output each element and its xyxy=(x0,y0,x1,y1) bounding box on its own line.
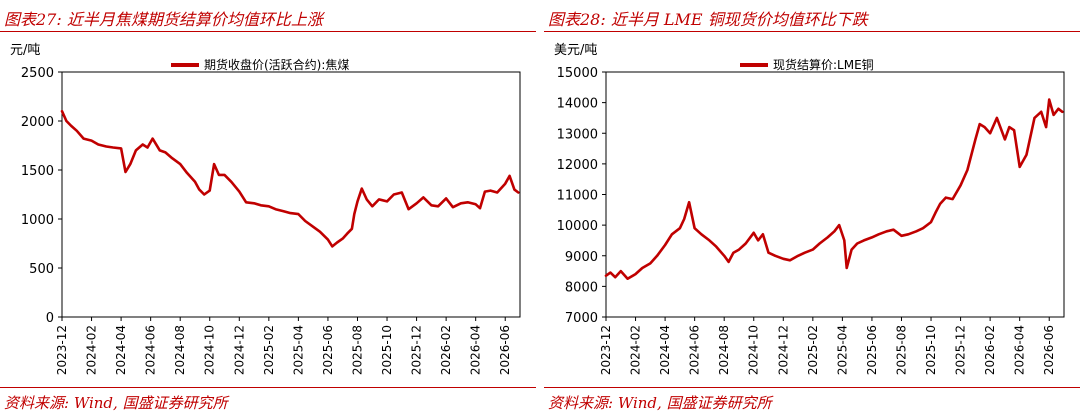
title-divider xyxy=(544,31,1080,32)
x-tick-label: 2025-08 xyxy=(350,325,364,375)
y-tick-label: 14000 xyxy=(557,97,598,112)
x-tick-label: 2025-06 xyxy=(321,325,335,375)
legend-label: 期货收盘价(活跃合约):焦煤 xyxy=(204,57,349,72)
x-tick-label: 2025-02 xyxy=(806,325,820,375)
x-tick-label: 2025-10 xyxy=(924,325,938,375)
source-note: 资料来源: Wind, 国盛证券研究所 xyxy=(4,394,228,412)
legend: 现货结算价:LME铜 xyxy=(740,57,874,72)
x-tick-label: 2024-06 xyxy=(144,325,158,375)
y-unit-label: 元/吨 xyxy=(10,43,40,58)
x-tick-label: 2024-02 xyxy=(85,325,99,375)
legend: 期货收盘价(活跃合约):焦煤 xyxy=(171,57,349,72)
legend-label: 现货结算价:LME铜 xyxy=(773,57,874,72)
source-divider xyxy=(544,387,1080,388)
plot-frame xyxy=(61,71,521,318)
x-tick-label: 2026-02 xyxy=(983,325,997,375)
x-tick-label: 2025-08 xyxy=(894,325,908,375)
y-tick-label: 10000 xyxy=(557,219,598,234)
y-tick-label: 8000 xyxy=(565,280,598,295)
y-tick-label: 500 xyxy=(29,262,54,277)
x-tick-label: 2023-12 xyxy=(55,325,69,375)
x-tick-label: 2024-10 xyxy=(747,325,761,375)
x-tick-label: 2024-04 xyxy=(114,325,128,375)
series-line xyxy=(604,98,1064,280)
x-tick-label: 2024-12 xyxy=(776,325,790,375)
x-tick-label: 2024-12 xyxy=(232,325,246,375)
y-tick-label: 15000 xyxy=(557,66,598,81)
y-tick-label: 13000 xyxy=(557,127,598,142)
y-unit-label: 美元/吨 xyxy=(554,43,597,58)
x-tick-label: 2025-12 xyxy=(954,325,968,375)
x-tick-label: 2024-04 xyxy=(658,325,672,375)
lme-copper-line-chart: 美元/吨 现货结算价:LME铜 7000 8000 9000 10000 11000 12… xyxy=(554,43,1065,375)
x-tick-label: 2026-04 xyxy=(1013,325,1027,375)
series-line xyxy=(60,109,520,248)
x-tick-label: 2024-02 xyxy=(629,325,643,375)
x-tick-label: 2024-08 xyxy=(173,325,187,375)
y-tick-label: 11000 xyxy=(557,189,598,204)
x-tick-label: 2025-04 xyxy=(291,325,305,375)
x-tick-label: 2026-02 xyxy=(439,325,453,375)
x-tick-label: 2024-08 xyxy=(717,325,731,375)
source-divider xyxy=(0,387,536,388)
x-tick-label: 2025-06 xyxy=(865,325,879,375)
x-tick-label: 2025-10 xyxy=(380,325,394,375)
figure-title: 图表27: 近半月焦煤期货结算价均值环比上涨 xyxy=(4,10,323,29)
y-tick-label: 1500 xyxy=(21,164,54,179)
plot-frame xyxy=(605,71,1065,318)
coking-coal-line-chart: 元/吨 期货收盘价(活跃合约):焦煤 0 500 1000 1500 2000 2500 2… xyxy=(10,43,521,375)
x-tick-label: 2024-06 xyxy=(688,325,702,375)
y-tick-label: 2000 xyxy=(21,115,54,130)
y-tick-label: 2500 xyxy=(21,66,54,81)
chart-panel-coking-coal: 图表27: 近半月焦煤期货结算价均值环比上涨 元/吨 期货收盘价(活跃合约):焦… xyxy=(0,0,536,414)
chart-panel-lme-copper: 图表28: 近半月 LME 铜现货价均值环比下跌 美元/吨 现货结算价:LME铜… xyxy=(544,0,1080,414)
figure-title: 图表28: 近半月 LME 铜现货价均值环比下跌 xyxy=(548,10,868,29)
x-tick-label: 2023-12 xyxy=(599,325,613,375)
x-tick-label: 2025-12 xyxy=(410,325,424,375)
y-tick-label: 7000 xyxy=(565,311,598,326)
x-tick-label: 2026-04 xyxy=(469,325,483,375)
y-tick-label: 9000 xyxy=(565,250,598,265)
y-tick-label: 12000 xyxy=(557,158,598,173)
x-tick-label: 2025-02 xyxy=(262,325,276,375)
y-tick-label: 0 xyxy=(46,311,54,326)
source-note: 资料来源: Wind, 国盛证券研究所 xyxy=(548,394,772,412)
x-tick-label: 2026-06 xyxy=(498,325,512,375)
x-tick-label: 2026-06 xyxy=(1042,325,1056,375)
y-tick-label: 1000 xyxy=(21,213,54,228)
x-tick-label: 2024-10 xyxy=(203,325,217,375)
x-tick-label: 2025-04 xyxy=(835,325,849,375)
title-divider xyxy=(0,31,536,32)
